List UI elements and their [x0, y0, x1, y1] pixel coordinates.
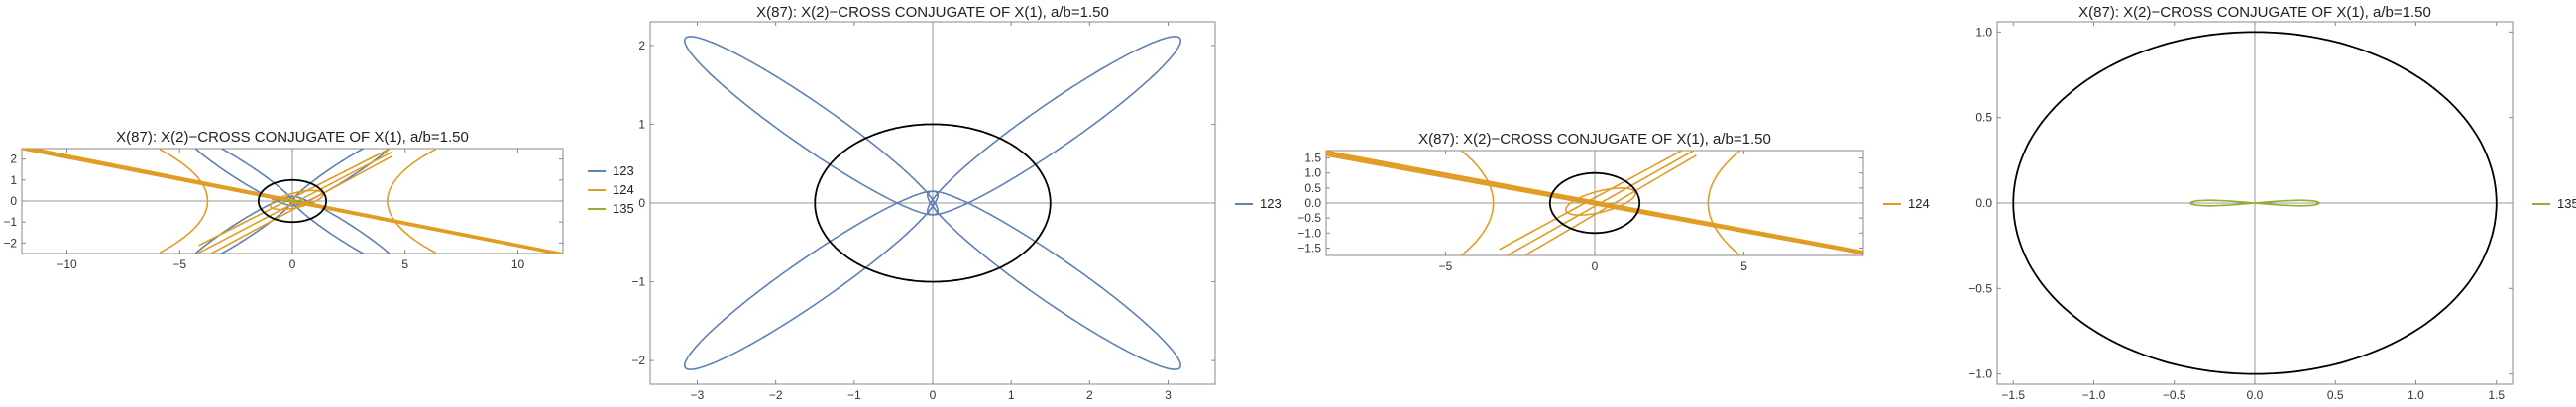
y-tick-label: −0.5 — [1968, 281, 1992, 295]
x-tick-label: −1.5 — [2001, 388, 2025, 402]
y-tick-label: 1 — [10, 173, 17, 187]
y-tick-label: −1 — [3, 215, 17, 229]
series-124-segment — [198, 149, 392, 247]
series-124-segment — [270, 189, 324, 211]
x-tick-label: 2 — [1086, 388, 1093, 402]
series-124-segment — [1460, 151, 1495, 255]
y-tick-label: −1 — [631, 275, 645, 289]
legend-label-135: 135 — [2557, 196, 2576, 211]
series-123-segment — [927, 190, 1181, 370]
x-tick-label: −2 — [769, 388, 783, 402]
y-tick-label: −0.5 — [1297, 211, 1321, 225]
x-tick-label: 5 — [1740, 259, 1747, 273]
series-124-segment — [1564, 187, 1636, 217]
y-tick-label: 0 — [10, 194, 17, 208]
x-tick-label: −3 — [691, 388, 705, 402]
x-tick-label: 5 — [401, 257, 408, 271]
y-tick-label: 0.0 — [1304, 196, 1321, 210]
chart-title: X(87): X(2)−CROSS CONJUGATE OF X(1), a/b… — [1418, 131, 1771, 148]
series-123-segment — [289, 195, 392, 254]
series-124-segment — [1499, 151, 1684, 251]
legend-label-123: 123 — [613, 163, 634, 178]
reference-ellipse — [814, 123, 1052, 283]
x-tick-label: 0 — [1592, 259, 1599, 273]
reference-ellipse — [2012, 31, 2498, 375]
series-124-segment — [1707, 151, 1742, 255]
series-135-segment — [2189, 199, 2320, 207]
x-tick-label: −1 — [847, 388, 861, 402]
y-tick-label: 2 — [638, 39, 645, 52]
x-tick-label: 0 — [930, 388, 937, 402]
legend-label-135: 135 — [613, 201, 634, 216]
x-tick-label: 1.5 — [2488, 388, 2505, 402]
series-135-segment — [282, 199, 302, 203]
x-tick-label: −5 — [1439, 259, 1453, 273]
series-124-segment — [1326, 154, 1863, 255]
chart-title: X(87): X(2)−CROSS CONJUGATE OF X(1), a/b… — [2078, 4, 2431, 21]
legend-label-124: 124 — [1908, 196, 1930, 211]
reference-ellipse — [1548, 171, 1641, 235]
reference-ellipse — [258, 178, 327, 224]
y-tick-label: 1.0 — [1975, 25, 1992, 39]
y-tick-label: −2 — [631, 354, 645, 367]
x-tick-label: 0 — [289, 257, 296, 271]
y-tick-label: −2 — [3, 236, 17, 250]
y-tick-label: 0.5 — [1975, 111, 1992, 125]
series-135-curve — [2189, 199, 2320, 207]
series-135-curve — [282, 199, 302, 203]
series-124-segment — [198, 151, 392, 254]
series-124-segment — [1505, 151, 1696, 255]
series-123-segment — [684, 190, 939, 370]
x-tick-label: 1 — [1008, 388, 1015, 402]
chart-panel-3: −5 0 5 −1.5−1.0−0.50.00.51.01.5 X(87): X(2)−… — [1297, 131, 1929, 273]
y-tick-label: 0.5 — [1304, 181, 1321, 195]
legend-label-124: 124 — [613, 182, 634, 197]
y-tick-label: 0 — [638, 196, 645, 210]
y-tick-label: 2 — [10, 153, 17, 166]
x-tick-label: 1.0 — [2408, 388, 2424, 402]
x-tick-label: 3 — [1165, 388, 1172, 402]
chart-title: X(87): X(2)−CROSS CONJUGATE OF X(1), a/b… — [756, 4, 1109, 21]
y-tick-label: −1.0 — [1968, 367, 1992, 381]
y-tick-label: 1 — [638, 117, 645, 131]
series-124-segment — [30, 149, 563, 254]
series-124-segment — [387, 149, 436, 254]
series-124-segment — [159, 149, 209, 254]
y-tick-label: 1.0 — [1304, 166, 1321, 180]
y-tick-label: −1.5 — [1297, 241, 1321, 254]
y-tick-label: 0.0 — [1975, 196, 1992, 210]
chart-title: X(87): X(2)−CROSS CONJUGATE OF X(1), a/b… — [116, 129, 469, 146]
series-124-segment — [1326, 151, 1863, 253]
y-tick-label: 1.5 — [1304, 152, 1321, 165]
y-tick-label: −1.0 — [1297, 226, 1321, 240]
x-tick-label: −1.0 — [2082, 388, 2106, 402]
x-tick-label: −5 — [172, 257, 186, 271]
x-tick-label: 0.5 — [2327, 388, 2344, 402]
x-tick-label: 10 — [511, 257, 525, 271]
x-tick-label: 0.0 — [2247, 388, 2264, 402]
x-tick-label: −10 — [56, 257, 77, 271]
legend-label-123: 123 — [1260, 196, 1282, 211]
x-tick-label: −0.5 — [2163, 388, 2186, 402]
series-124-curve — [1326, 151, 1863, 255]
series-123-curve — [684, 36, 1181, 370]
series-124-segment — [1326, 153, 1863, 254]
chart-panel-4: −1.5 −1.0 −0.5 0.0 0.5 1.0 1.5 −1.0 −0.5 0.0 0.5 1.… — [1968, 4, 2576, 402]
series-124-segment — [1326, 152, 1863, 254]
